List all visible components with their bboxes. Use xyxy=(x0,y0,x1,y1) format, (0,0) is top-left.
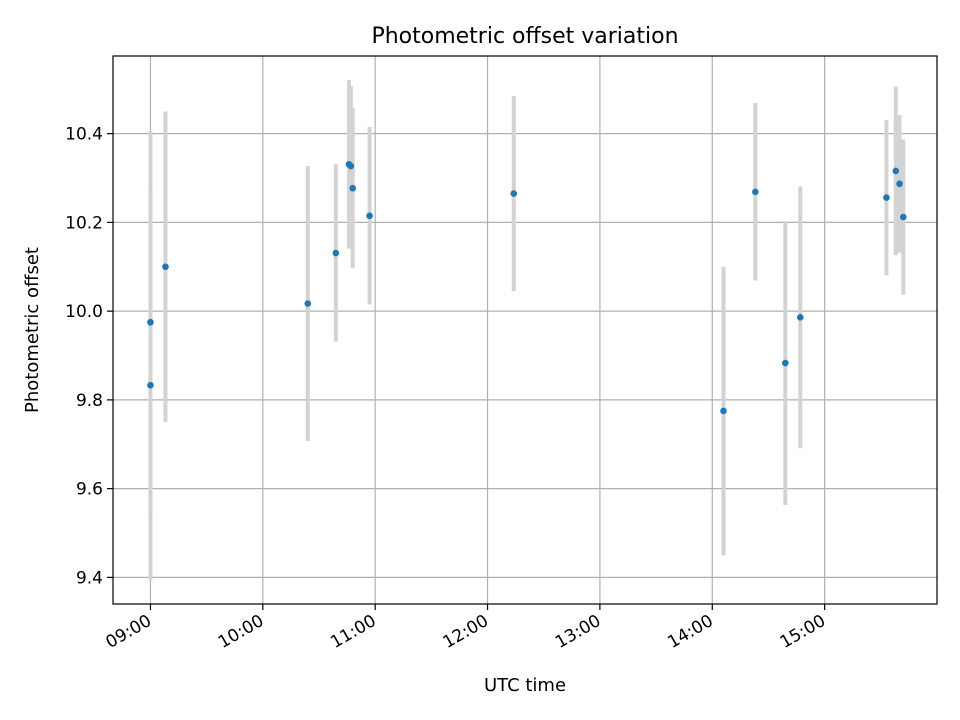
x-axis-label: UTC time xyxy=(484,675,566,696)
data-point xyxy=(147,318,154,326)
data-point xyxy=(349,184,357,192)
y-tick-label: 9.8 xyxy=(76,391,103,411)
y-tick-label: 10.4 xyxy=(65,125,103,145)
plot-frame xyxy=(112,55,938,605)
data-point xyxy=(510,190,518,197)
y-axis-label: Photometric offset xyxy=(22,247,43,413)
y-axis: 9.4 9.6 9.8 10.0 10.2 10.4 xyxy=(65,125,113,588)
data-point xyxy=(304,300,312,307)
chart-title: Photometric offset variation xyxy=(371,24,678,49)
y-tick-label: 9.4 xyxy=(76,568,103,588)
data-point xyxy=(347,162,355,170)
data-point xyxy=(162,263,169,271)
data-point xyxy=(883,194,890,201)
data-point xyxy=(899,213,907,221)
data-point xyxy=(332,249,340,257)
data-point xyxy=(366,212,373,220)
data-point xyxy=(796,314,804,321)
y-tick-label: 10.2 xyxy=(65,213,103,233)
data-point xyxy=(896,180,903,188)
data-point xyxy=(720,407,727,415)
data-point xyxy=(892,167,900,175)
data-point xyxy=(752,188,759,196)
data-points xyxy=(147,160,907,415)
data-point xyxy=(782,359,789,367)
data-point xyxy=(147,381,154,389)
y-tick-label: 9.6 xyxy=(76,480,103,500)
y-tick-label: 10.0 xyxy=(65,302,103,322)
